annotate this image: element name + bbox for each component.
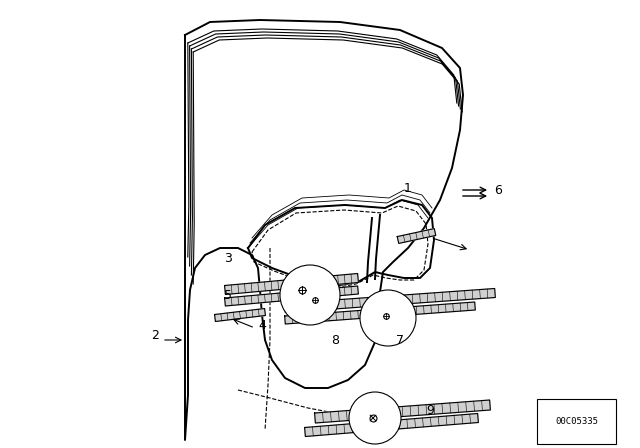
- Circle shape: [349, 392, 401, 444]
- Text: 00C05335: 00C05335: [555, 417, 598, 426]
- Polygon shape: [397, 228, 436, 243]
- Polygon shape: [305, 414, 478, 436]
- Polygon shape: [285, 289, 495, 313]
- Text: 2: 2: [151, 328, 159, 341]
- Circle shape: [280, 265, 340, 325]
- Text: 3: 3: [224, 251, 232, 264]
- Polygon shape: [214, 309, 266, 322]
- Text: 1: 1: [404, 181, 412, 194]
- Polygon shape: [225, 274, 358, 294]
- Polygon shape: [315, 400, 490, 423]
- Polygon shape: [285, 302, 476, 324]
- Text: 9: 9: [426, 404, 434, 417]
- Text: 6: 6: [494, 184, 502, 197]
- Text: 8: 8: [331, 333, 339, 346]
- Text: 7: 7: [396, 333, 404, 346]
- Text: 4: 4: [258, 319, 266, 332]
- Polygon shape: [225, 286, 358, 306]
- Circle shape: [360, 290, 416, 346]
- Text: 5: 5: [224, 289, 232, 302]
